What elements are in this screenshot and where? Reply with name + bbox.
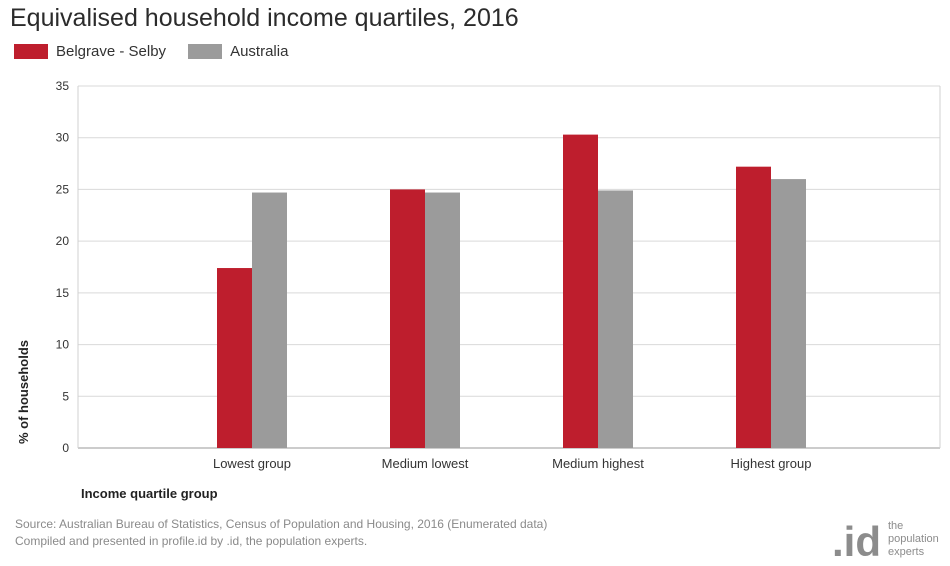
- y-axis-title: % of households: [16, 340, 31, 444]
- bar-chart: 0 5 10 15 20 25 30 35 Lowest group Medium lowest M…: [16, 79, 941, 501]
- y-tick-label: 0: [62, 441, 69, 455]
- y-tick-label: 35: [56, 79, 70, 93]
- logo-mark: .id: [832, 518, 881, 562]
- legend-swatch-belgrave-selby: [14, 44, 48, 59]
- x-axis-title: Income quartile group: [81, 486, 218, 501]
- bar-australia-lowest-group[interactable]: [252, 192, 287, 448]
- y-tick-label: 25: [56, 182, 70, 196]
- legend-label-australia: Australia: [230, 43, 289, 60]
- bar-australia-medium-highest[interactable]: [598, 190, 633, 448]
- y-tick-label: 20: [56, 234, 70, 248]
- bar-belgrave-selby-medium-highest[interactable]: [563, 134, 598, 448]
- x-tick-label: Medium lowest: [382, 456, 469, 471]
- source-line-2: Compiled and presented in profile.id by …: [15, 534, 368, 548]
- legend-swatch-australia: [188, 44, 223, 59]
- legend-label-belgrave-selby: Belgrave - Selby: [56, 43, 167, 60]
- chart-title: Equivalised household income quartiles, …: [10, 4, 519, 32]
- logo-line-1: the: [888, 520, 903, 532]
- id-logo: .id the population experts: [832, 518, 939, 562]
- logo-line-2: population: [888, 533, 939, 545]
- bar-belgrave-selby-medium-lowest[interactable]: [390, 189, 425, 448]
- legend-item-belgrave-selby[interactable]: Belgrave - Selby: [14, 43, 166, 60]
- bar-australia-highest-group[interactable]: [771, 179, 806, 449]
- source-line-1: Source: Australian Bureau of Statistics,…: [15, 517, 548, 531]
- y-tick-label: 10: [56, 338, 70, 352]
- legend-item-australia[interactable]: Australia: [188, 43, 288, 60]
- bar-belgrave-selby-lowest-group[interactable]: [217, 268, 252, 448]
- x-tick-label: Medium highest: [552, 456, 644, 471]
- bar-australia-medium-lowest[interactable]: [425, 192, 460, 448]
- bar-belgrave-selby-highest-group[interactable]: [736, 166, 771, 448]
- x-tick-label: Lowest group: [213, 456, 291, 471]
- y-tick-label: 15: [56, 286, 70, 300]
- x-tick-label: Highest group: [731, 456, 812, 471]
- logo-line-3: experts: [888, 546, 925, 558]
- source-note: Source: Australian Bureau of Statistics,…: [15, 516, 547, 550]
- legend: Belgrave - Selby Australia: [14, 43, 310, 60]
- y-tick-label: 30: [56, 131, 70, 145]
- y-tick-label: 5: [62, 389, 69, 403]
